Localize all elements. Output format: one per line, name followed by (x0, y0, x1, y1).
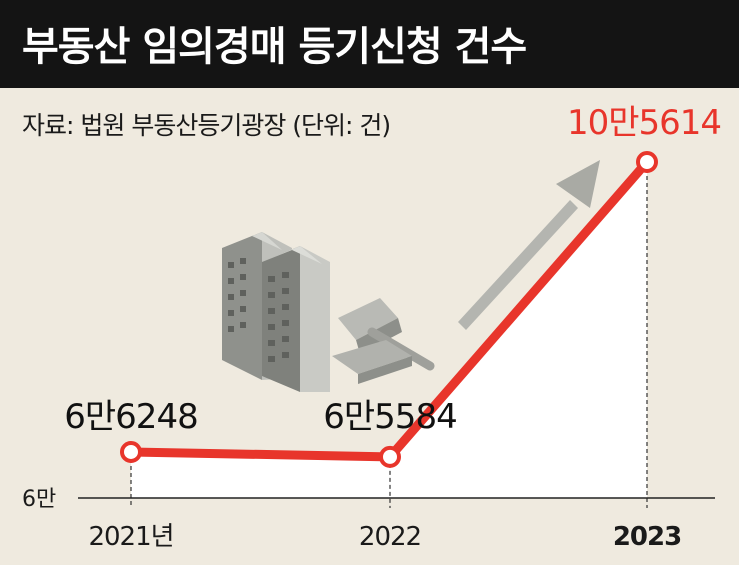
area-fill (131, 162, 647, 498)
data-point-1 (379, 445, 401, 468)
data-point-2 (636, 151, 658, 173)
data-points (120, 151, 658, 468)
data-label-1: 6만5584 (323, 397, 456, 437)
x-tick-label-2: 2023 (613, 522, 681, 552)
upward-trend-arrow-icon (458, 160, 600, 330)
apartment-buildings-icon (222, 232, 330, 392)
chart-title: 부동산 임의경매 등기신청 건수 (22, 24, 527, 70)
data-labels: 6만6248 6만5584 10만5614 (64, 103, 722, 437)
x-axis-ticks: 6만 2021년 2022 2023 (22, 487, 682, 552)
x-tick-label-0: 2021년 (88, 522, 173, 552)
data-label-0: 6만6248 (64, 397, 197, 437)
data-point-0 (120, 440, 142, 463)
data-label-2: 10만5614 (567, 103, 721, 143)
x-tick-label-1: 2022 (359, 522, 421, 552)
y-tick-label: 6만 (22, 487, 56, 512)
gavel-icon (332, 298, 435, 384)
source-note: 자료: 법원 부동산등기광장 (단위: 건) (22, 111, 391, 140)
header-bar: 부동산 임의경매 등기신청 건수 (0, 0, 739, 88)
